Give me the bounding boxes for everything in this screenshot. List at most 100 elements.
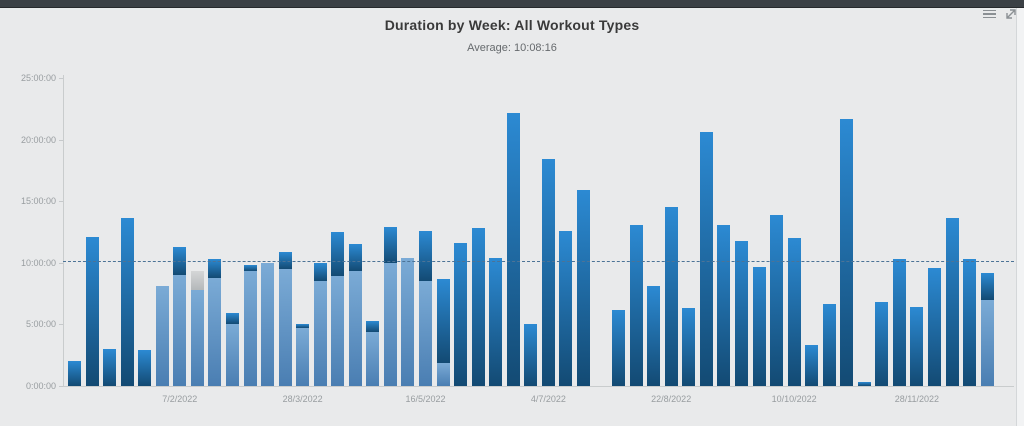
- bar-segment-dark: [559, 230, 573, 386]
- bar-week-27[interactable]: [524, 324, 538, 386]
- bar-segment-dark: [945, 217, 959, 386]
- bar-week-47[interactable]: [875, 302, 889, 386]
- chart-toolbar: [981, 7, 1019, 21]
- bar-segment-dark: [85, 236, 99, 386]
- bar-segment-dark: [436, 278, 450, 364]
- bar-week-52[interactable]: [963, 258, 977, 386]
- bar-week-37[interactable]: [699, 132, 713, 386]
- bar-week-30[interactable]: [577, 189, 590, 386]
- bar-segment-dark: [208, 259, 222, 278]
- bar-segment-dark: [454, 242, 468, 386]
- bar-week-51[interactable]: [945, 217, 959, 386]
- bar-week-50[interactable]: [928, 268, 941, 386]
- bar-week-36[interactable]: [682, 308, 696, 386]
- bar-week-12[interactable]: [261, 262, 275, 386]
- bar-week-7[interactable]: [173, 246, 187, 386]
- bar-week-32[interactable]: [612, 309, 626, 386]
- x-axis-tick-label: 7/2/2022: [162, 394, 198, 404]
- bar-week-40[interactable]: [752, 267, 766, 386]
- bar-week-19[interactable]: [383, 226, 397, 386]
- bar-week-35[interactable]: [664, 207, 678, 386]
- bar-week-49[interactable]: [910, 306, 924, 386]
- bar-week-29[interactable]: [559, 230, 573, 386]
- bar-segment-dark: [348, 244, 362, 272]
- bar-segment-light: [348, 271, 362, 386]
- bar-week-38[interactable]: [717, 225, 731, 386]
- bar-week-10[interactable]: [226, 312, 239, 386]
- bar-segment-light: [226, 323, 239, 386]
- bar-week-3[interactable]: [103, 349, 117, 386]
- y-axis-tick-label: 15:00:00: [20, 196, 56, 207]
- bar-segment-light: [383, 262, 397, 386]
- bar-week-46[interactable]: [857, 381, 871, 386]
- bar-segment-dark: [120, 218, 134, 386]
- bar-segment-dark: [103, 349, 117, 386]
- bar-segment-dark: [629, 224, 643, 386]
- x-axis-tick-label: 22/8/2022: [651, 394, 692, 404]
- bar-segment-light: [366, 332, 380, 386]
- bar-week-44[interactable]: [822, 303, 836, 386]
- bar-segment-dark: [226, 312, 239, 324]
- bar-week-53[interactable]: [980, 273, 994, 386]
- bar-week-1[interactable]: [68, 361, 81, 386]
- bar-week-8[interactable]: [190, 271, 204, 386]
- bar-week-48[interactable]: [892, 258, 906, 386]
- bar-week-39[interactable]: [734, 241, 748, 386]
- bar-week-13[interactable]: [278, 251, 292, 386]
- bar-week-45[interactable]: [840, 119, 854, 386]
- bar-week-5[interactable]: [138, 350, 152, 386]
- menu-icon[interactable]: [981, 7, 997, 21]
- bar-segment-light: [401, 257, 415, 386]
- bar-segment-dark: [313, 262, 327, 281]
- x-axis-tick-label: 10/10/2022: [771, 394, 817, 404]
- bar-segment-dark: [383, 226, 397, 263]
- bar-week-14[interactable]: [296, 323, 310, 386]
- bar-week-24[interactable]: [471, 227, 485, 386]
- bar-segment-dark: [980, 273, 994, 300]
- bar-segment-dark: [296, 323, 310, 329]
- bar-segment-light: [980, 299, 994, 386]
- scrollbar-track[interactable]: [1016, 8, 1024, 426]
- bar-segment-dark: [963, 258, 977, 386]
- bar-week-17[interactable]: [348, 244, 362, 386]
- bar-week-4[interactable]: [120, 218, 134, 386]
- bar-week-28[interactable]: [541, 159, 555, 386]
- bar-segment-dark: [717, 225, 731, 386]
- y-axis-tick-label: 25:00:00: [20, 73, 56, 83]
- bar-week-21[interactable]: [419, 230, 432, 386]
- chart-title: Duration by Week: All Workout Types: [384, 17, 640, 33]
- bar-segment-light: [243, 271, 257, 386]
- bar-week-6[interactable]: [155, 286, 169, 386]
- bar-segment-dark: [68, 361, 81, 386]
- bar-segment-dark: [419, 230, 432, 282]
- bar-segment-dark: [822, 303, 836, 386]
- bar-week-34[interactable]: [647, 286, 661, 386]
- y-axis-tick-mark: [59, 386, 63, 387]
- bar-week-16[interactable]: [331, 232, 345, 386]
- bar-segment-dark: [612, 309, 626, 386]
- bar-week-42[interactable]: [787, 238, 801, 386]
- expand-icon[interactable]: [1003, 7, 1019, 21]
- bar-week-25[interactable]: [489, 257, 503, 386]
- bar-week-33[interactable]: [629, 224, 643, 386]
- bar-segment-dark: [506, 112, 520, 386]
- bar-week-23[interactable]: [454, 242, 468, 386]
- bar-week-2[interactable]: [85, 236, 99, 386]
- y-axis-tick-label: 0:00:00: [25, 381, 56, 391]
- y-axis-tick-label: 10:00:00: [20, 257, 56, 268]
- bar-segment-dark: [682, 308, 696, 386]
- bar-week-41[interactable]: [770, 214, 783, 386]
- bar-week-15[interactable]: [313, 262, 327, 386]
- bar-week-43[interactable]: [805, 344, 819, 386]
- bar-week-11[interactable]: [243, 265, 257, 386]
- bar-week-22[interactable]: [436, 278, 450, 386]
- bar-week-20[interactable]: [401, 257, 415, 386]
- bar-segment-dark: [752, 267, 766, 386]
- bar-week-26[interactable]: [506, 112, 520, 386]
- bar-segment-light: [313, 280, 327, 386]
- bar-week-9[interactable]: [208, 259, 222, 386]
- bar-segment-dark: [524, 324, 538, 386]
- bar-segment-light: [261, 262, 275, 386]
- bar-week-18[interactable]: [366, 320, 380, 386]
- y-axis-tick-mark: [59, 324, 63, 326]
